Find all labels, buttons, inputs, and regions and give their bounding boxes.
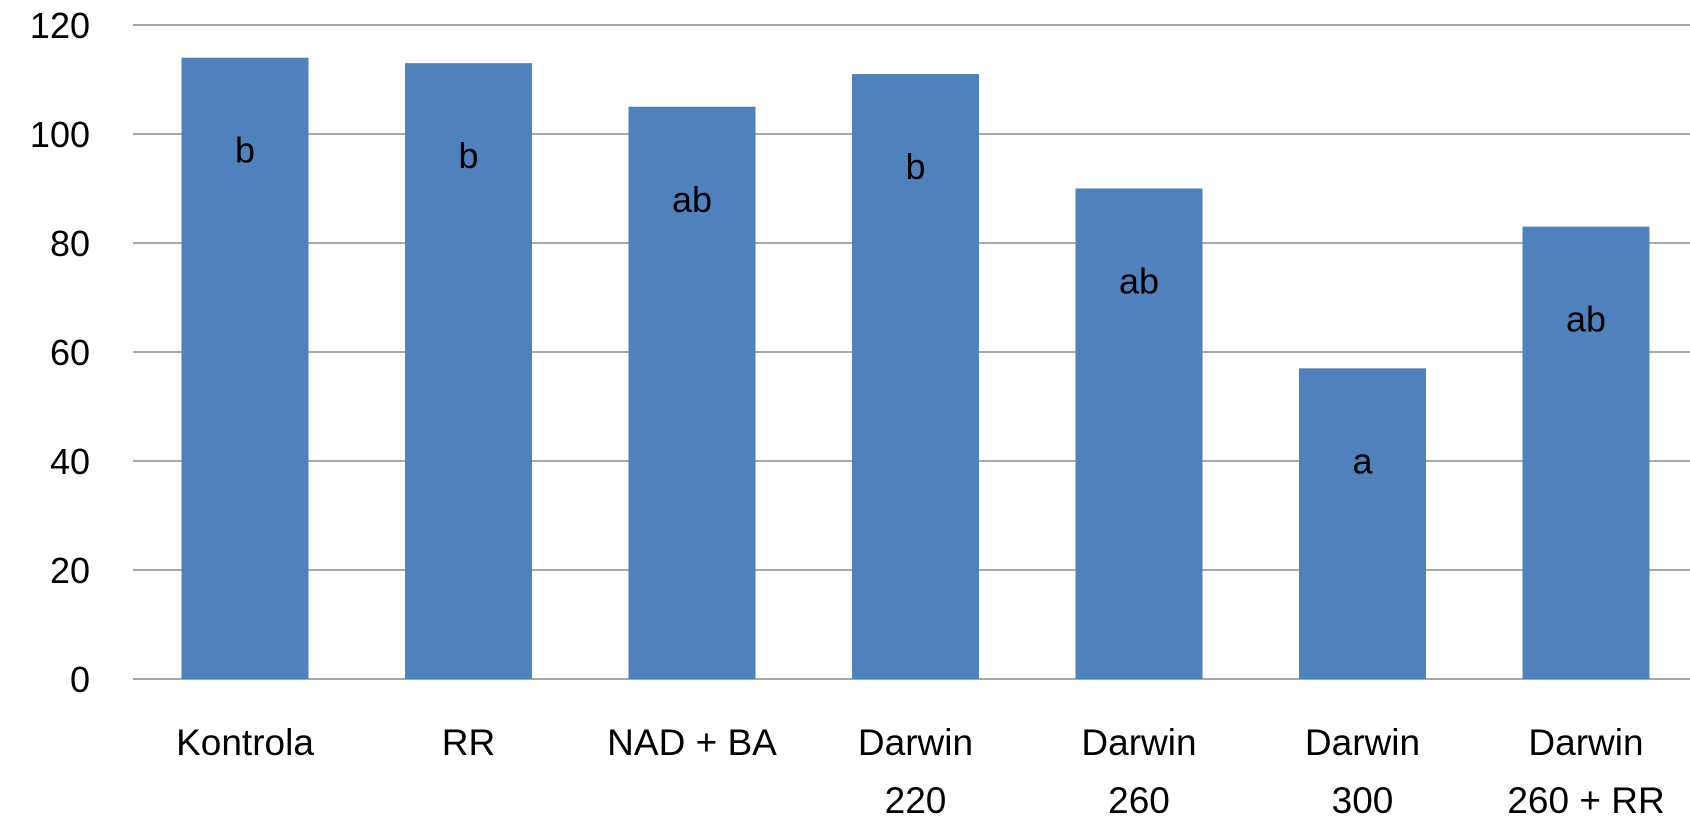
- y-tick-label: 20: [50, 550, 90, 591]
- bar: [1075, 188, 1203, 679]
- x-category-label: Darwin: [1528, 722, 1643, 763]
- y-tick-label: 40: [50, 441, 90, 482]
- bar: [405, 63, 532, 679]
- x-category-label: Darwin: [1305, 722, 1420, 763]
- data-label: ab: [1566, 299, 1606, 340]
- y-tick-label: 80: [50, 223, 90, 264]
- data-label: ab: [672, 179, 712, 220]
- data-label: b: [458, 135, 478, 176]
- x-category-label: 300: [1332, 780, 1394, 821]
- x-category-label: NAD + BA: [607, 722, 777, 763]
- data-label: b: [235, 130, 255, 171]
- x-category-label: RR: [442, 722, 495, 763]
- x-category-label: 260: [1108, 780, 1170, 821]
- bars: [181, 57, 1650, 680]
- x-category-label: Kontrola: [176, 722, 314, 763]
- x-category-label: 220: [885, 780, 947, 821]
- y-tick-label: 0: [70, 659, 90, 700]
- data-label: b: [905, 146, 925, 187]
- x-category-label: Darwin: [1081, 722, 1196, 763]
- x-category-label: 260 + RR: [1507, 780, 1664, 821]
- bar: [1522, 226, 1650, 679]
- x-axis-labels: Kontrola RR NAD + BA Darwin 220 Darwin 260 Darw…: [176, 722, 1665, 821]
- y-tick-label: 100: [30, 114, 90, 155]
- bar: [181, 57, 309, 679]
- bar: [852, 74, 979, 680]
- y-tick-label: 120: [30, 5, 90, 46]
- bar: [1299, 368, 1426, 679]
- bar: [628, 106, 756, 679]
- data-label: ab: [1119, 261, 1159, 302]
- x-category-label: Darwin: [858, 722, 973, 763]
- data-labels: b b ab b ab a ab: [235, 130, 1606, 482]
- data-label: a: [1352, 440, 1373, 481]
- y-axis-ticks: 0 20 40 60 80 100 120: [30, 5, 90, 700]
- y-tick-label: 60: [50, 332, 90, 373]
